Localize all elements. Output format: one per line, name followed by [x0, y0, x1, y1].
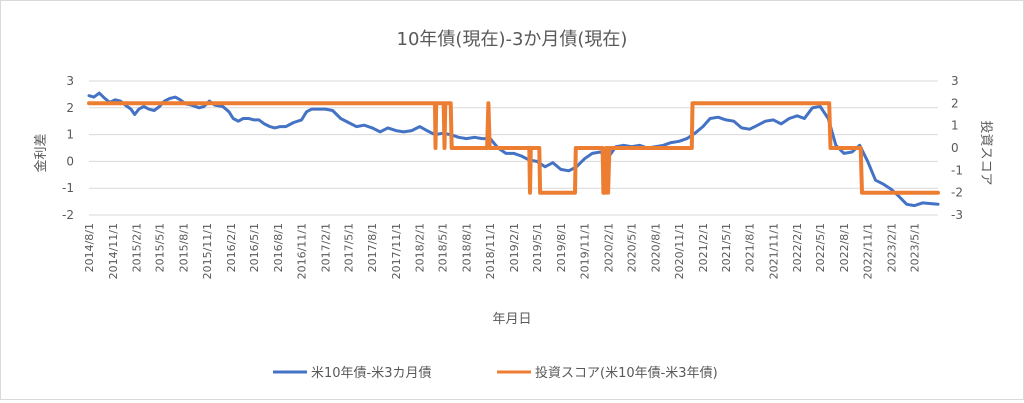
- left-y-tick-label: 3: [66, 74, 74, 88]
- legend: 米10年債-米3カ月債 投資スコア(米10年債-米3年債): [273, 365, 718, 381]
- chart-title: 10年債(現在)-3か月債(現在): [397, 29, 628, 50]
- x-tick-label: 2022/2/1: [791, 223, 804, 272]
- x-tick-label: 2018/8/1: [460, 223, 473, 272]
- right-y-tick-label: -2: [951, 186, 963, 200]
- x-tick-label: 2014/11/1: [107, 223, 120, 279]
- gridlines: [89, 80, 938, 216]
- x-tick-label: 2021/2/1: [697, 223, 710, 272]
- left-y-tick-label: 1: [66, 128, 74, 142]
- legend-label-series-2: 投資スコア(米10年債-米3年債): [535, 365, 718, 381]
- right-y-tick-labels: 3 2 1 0 -1 -2 -3: [951, 74, 963, 222]
- x-tick-label: 2015/5/1: [154, 223, 167, 272]
- x-tick-label: 2017/2/1: [319, 223, 332, 272]
- left-y-axis-title: 金利差: [33, 133, 49, 172]
- x-tick-label: 2015/8/1: [177, 223, 190, 272]
- x-tick-label: 2018/5/1: [437, 223, 450, 272]
- x-tick-label: 2014/8/1: [83, 223, 96, 272]
- x-axis-title: 年月日: [492, 312, 531, 327]
- right-y-tick-label: -1: [951, 163, 963, 177]
- x-tick-label: 2023/5/1: [908, 223, 921, 272]
- x-tick-label: 2020/8/1: [649, 223, 662, 272]
- x-tick-label: 2019/2/1: [508, 223, 521, 272]
- right-y-tick-label: 2: [951, 96, 959, 110]
- x-tick-label: 2019/5/1: [531, 223, 544, 272]
- left-y-tick-labels: 3 2 1 0 -1 -2: [62, 74, 74, 222]
- x-tick-label: 2020/11/1: [673, 223, 686, 279]
- x-tick-labels: 2014/8/1 2014/11/1 2015/2/1 2015/5/1 2015/8/…: [83, 223, 921, 279]
- right-y-tick-label: 1: [951, 119, 959, 133]
- x-tick-label: 2020/5/1: [626, 223, 639, 272]
- left-y-tick-label: -2: [62, 208, 74, 222]
- series-line-2: [87, 101, 940, 195]
- left-y-tick-label: 2: [66, 101, 74, 115]
- right-y-tick-label: 0: [951, 141, 959, 155]
- x-tick-label: 2019/8/1: [555, 223, 568, 272]
- x-tick-label: 2017/11/1: [390, 223, 403, 279]
- x-tick-label: 2023/2/1: [885, 223, 898, 272]
- left-y-tick-label: -1: [62, 181, 74, 195]
- x-tick-label: 2020/2/1: [602, 223, 615, 272]
- x-tick-label: 2022/11/1: [862, 223, 875, 279]
- right-y-tick-label: -3: [951, 208, 963, 222]
- x-tick-label: 2018/2/1: [414, 223, 427, 272]
- x-tick-label: 2021/11/1: [767, 223, 780, 279]
- x-tick-label: 2015/11/1: [201, 223, 214, 279]
- x-tick-label: 2016/5/1: [248, 223, 261, 272]
- right-y-tick-label: 3: [951, 74, 959, 88]
- x-tick-label: 2022/8/1: [838, 223, 851, 272]
- x-tick-label: 2019/11/1: [579, 223, 592, 279]
- x-tick-label: 2018/11/1: [484, 223, 497, 279]
- x-tick-label: 2021/5/1: [720, 223, 733, 272]
- series-lines: [87, 91, 940, 208]
- x-tick-label: 2022/5/1: [814, 223, 827, 272]
- right-y-axis-title: 投資スコア: [978, 120, 994, 185]
- x-tick-label: 2017/5/1: [342, 223, 355, 272]
- x-tick-label: 2016/8/1: [272, 223, 285, 272]
- x-tick-label: 2016/11/1: [296, 223, 309, 279]
- x-tick-label: 2016/2/1: [225, 223, 238, 272]
- left-y-tick-label: 0: [66, 154, 74, 168]
- x-tick-label: 2017/8/1: [366, 223, 379, 272]
- x-tick-label: 2021/8/1: [744, 223, 757, 272]
- legend-label-series-1: 米10年債-米3カ月債: [311, 366, 432, 381]
- x-tick-label: 2015/2/1: [131, 223, 144, 272]
